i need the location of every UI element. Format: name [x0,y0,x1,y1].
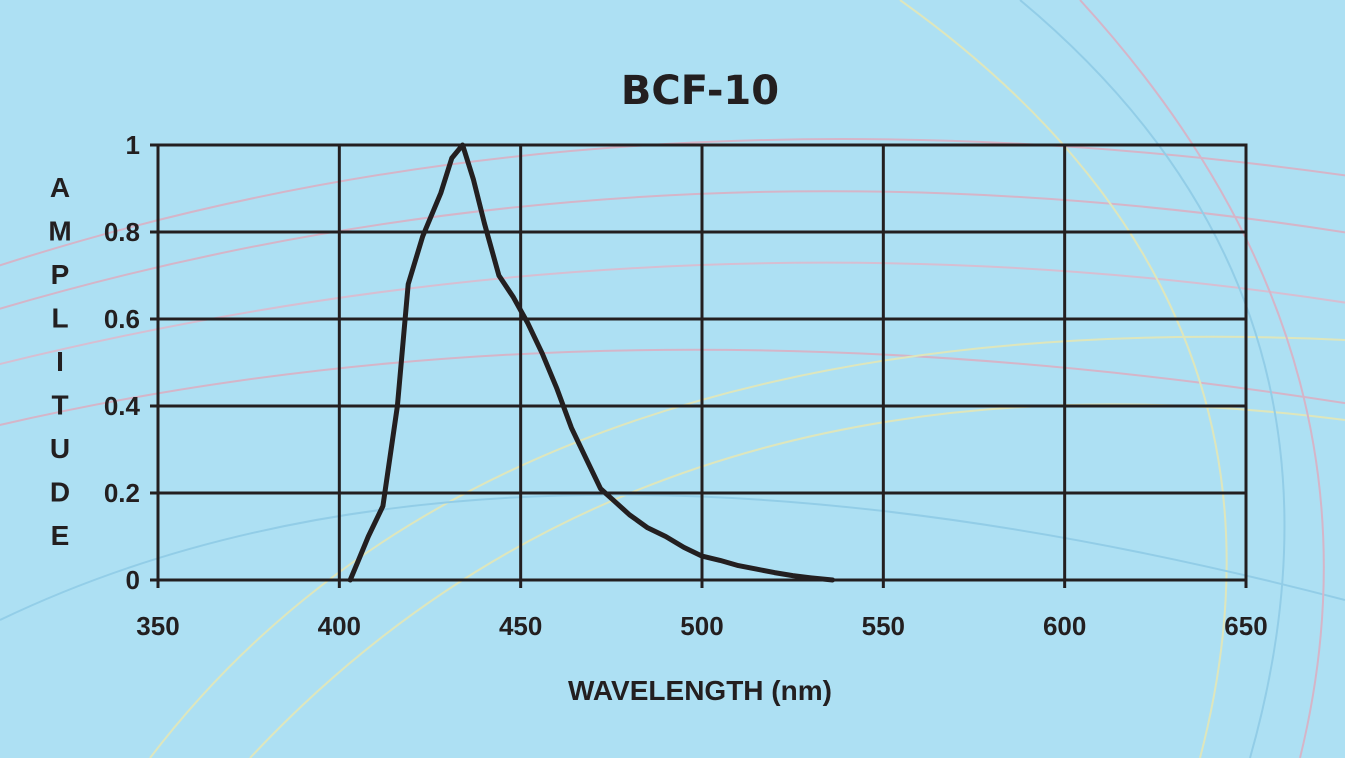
y-axis-label-letter: E [51,520,70,551]
x-tick-label: 400 [318,611,361,641]
y-axis-label-letter: M [48,216,71,247]
x-axis-ticks: 350 400 450 500 550 600 650 [136,611,1267,641]
y-axis-label-letter: D [50,477,70,508]
y-tick-label: 0.6 [104,304,140,334]
y-tick-label: 0.2 [104,478,140,508]
y-axis-label-letter: L [51,303,68,334]
y-tick-label: 0.8 [104,217,140,247]
grid [150,143,1248,588]
y-axis-ticks: 0 0.2 0.4 0.6 0.8 1 [104,130,141,595]
x-tick-label: 550 [862,611,905,641]
y-axis-label-letter: T [51,390,68,421]
x-axis-label: WAVELENGTH (nm) [568,675,832,706]
y-axis-label-letter: U [50,433,70,464]
x-tick-label: 600 [1043,611,1086,641]
plot-frame [156,143,1248,582]
x-tick-label: 350 [136,611,179,641]
y-tick-label: 0.4 [104,391,141,421]
y-axis-label-letter: P [51,259,70,290]
chart-title: BCF-10 [621,68,779,114]
y-axis-label-letter: I [56,346,64,377]
x-tick-label: 500 [680,611,723,641]
x-tick-label: 450 [499,611,542,641]
y-axis-label-letter: A [50,172,70,203]
x-tick-label: 650 [1224,611,1267,641]
series-line-bcf-10 [347,142,836,583]
y-tick-label: 1 [126,130,140,160]
y-tick-label: 0 [126,565,140,595]
